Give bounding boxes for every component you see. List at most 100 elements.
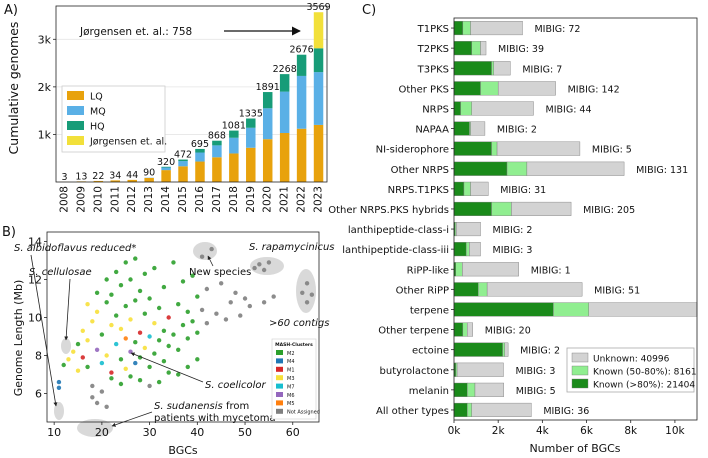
- x-tick-label: 2021: [279, 186, 291, 213]
- scatter-point: [166, 315, 171, 320]
- bar-segment: [453, 141, 492, 156]
- scatter-point: [137, 330, 143, 335]
- albidoflavus-highlight: [54, 402, 64, 420]
- scatter-point: [271, 294, 276, 299]
- cluster-swatch: [276, 366, 283, 372]
- bar-segment: [144, 177, 154, 182]
- scatter-point: [185, 364, 190, 370]
- x-tick-label: 6k: [580, 425, 594, 437]
- x-tick-label: 60: [286, 426, 300, 439]
- cluster-label: M5: [287, 401, 295, 407]
- y-tick-label: 14: [28, 236, 42, 249]
- mibig-label: MIBIG: 51: [594, 285, 640, 296]
- scatter-point: [133, 298, 138, 303]
- x-tick-label: 0k: [448, 425, 462, 437]
- bar-segment: [455, 262, 463, 277]
- row-label: All other types: [376, 406, 449, 417]
- stacked-bars: [59, 12, 324, 182]
- scatter-point: [152, 351, 157, 356]
- scatter-point: [218, 281, 224, 286]
- bar-segment: [229, 137, 239, 154]
- legend-label: MQ: [90, 107, 106, 118]
- x-tick-label: 20: [95, 426, 109, 439]
- bar-segment: [471, 402, 532, 417]
- cluster-label: M2: [287, 351, 295, 357]
- scatter-point: [137, 288, 143, 294]
- scatter-point: [113, 269, 119, 275]
- row-label: NI-siderophore: [376, 145, 449, 156]
- cluster-swatch: [276, 392, 283, 397]
- x-tick-label: 8k: [624, 425, 638, 437]
- row-label: terpene: [410, 305, 449, 316]
- scatter-point: [109, 370, 114, 375]
- bar-segment: [504, 342, 509, 357]
- bar-segment: [502, 342, 506, 357]
- bar-segment: [453, 61, 492, 76]
- bar-segment: [453, 242, 467, 257]
- scatter-point: [118, 283, 124, 288]
- scatter-point: [118, 381, 124, 387]
- legend-label: Jørgensen et. al.: [89, 137, 167, 148]
- bar-segment: [453, 382, 468, 397]
- scatter-point: [85, 302, 90, 307]
- scatter-point: [180, 279, 186, 284]
- y-tick-label: 6: [35, 388, 42, 401]
- scatter-point: [185, 336, 190, 341]
- plot-frame: [46, 231, 320, 423]
- bar-segment: [453, 21, 464, 36]
- bar-segment: [470, 21, 523, 36]
- scatter-point: [61, 362, 66, 368]
- legend-swatch: [67, 91, 84, 100]
- scatter-point: [166, 343, 171, 349]
- cluster-label: M7: [287, 384, 295, 390]
- scatter-point: [99, 332, 105, 337]
- scatter-point: [204, 321, 210, 326]
- scatter-point: [195, 330, 200, 335]
- bar-segment: [296, 54, 307, 76]
- y-tick-labels: 1k 2k 3k: [38, 33, 56, 141]
- y-tick-label: 2k: [38, 81, 52, 94]
- bar-segment: [453, 41, 472, 56]
- mibig-label: MIBIG: 2: [493, 225, 533, 236]
- bar-segment: [453, 161, 508, 176]
- y-tick-label: 10: [28, 312, 42, 325]
- bar-segment: [491, 141, 498, 156]
- mibig-label: MIBIG: 1: [531, 265, 571, 276]
- bar-segment: [279, 133, 290, 182]
- row-label: lanthipeptide-class-iii: [342, 245, 449, 256]
- scatter-point: [156, 338, 162, 343]
- x-tick-label: 2015: [177, 186, 189, 213]
- row-label: Other terpene: [378, 326, 449, 337]
- new-species-highlight: [193, 242, 217, 260]
- scatter-point: [242, 296, 248, 301]
- bar-segment: [465, 242, 470, 257]
- scatter-point: [118, 357, 124, 362]
- scatter-point: [304, 281, 310, 286]
- coelicolor-label: S. coelicolor: [205, 380, 267, 391]
- legend-label: Known (>80%): 21404: [593, 381, 695, 391]
- row-label: T3PKS: [417, 64, 449, 75]
- bar-segment: [467, 322, 473, 337]
- sudanensis-species: S. sudanensis: [154, 401, 223, 412]
- row-label: melanin: [409, 386, 449, 397]
- bar-segment: [127, 179, 137, 182]
- bar-segment: [453, 121, 470, 136]
- scatter-point: [199, 307, 205, 313]
- bar-segment: [262, 108, 273, 140]
- legend-swatch: [67, 136, 84, 145]
- scatter-point: [152, 265, 157, 271]
- scatter-point: [133, 360, 138, 366]
- scatter-point: [223, 317, 229, 322]
- scatter-point: [94, 290, 100, 295]
- panel-a-label: A): [4, 3, 18, 18]
- mibig-label: MIBIG: 3: [515, 366, 555, 377]
- scatter-point: [142, 345, 148, 351]
- row-label: lanthipeptide-class-i: [348, 225, 449, 236]
- mibig-label: MIBIG: 7: [522, 64, 562, 75]
- x-tick-label: 2009: [75, 186, 87, 213]
- scatter-point: [99, 389, 105, 394]
- x-tick-label: 2016: [194, 186, 206, 213]
- bar-segment: [491, 201, 512, 216]
- scatter-point: [94, 309, 100, 314]
